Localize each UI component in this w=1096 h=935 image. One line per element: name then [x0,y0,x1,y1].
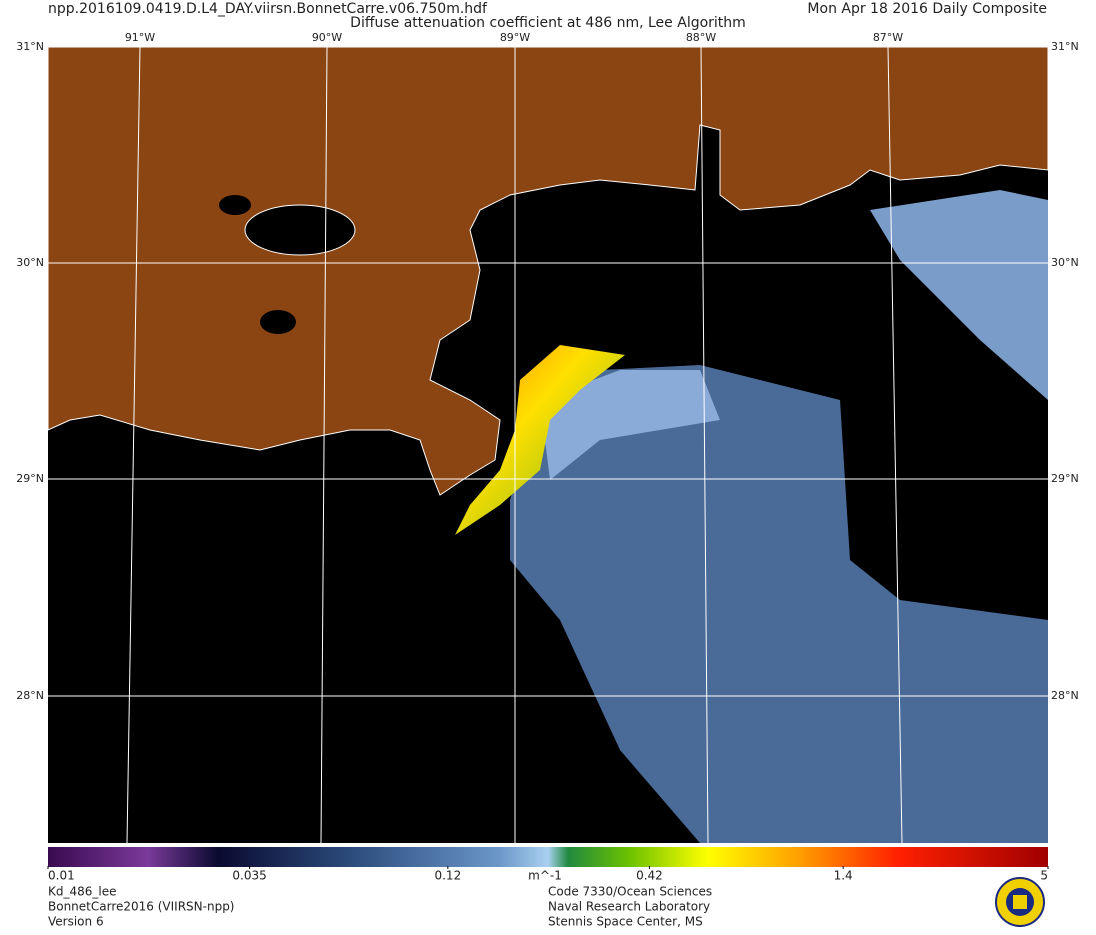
colorbar-tick-label: 0.035 [232,869,266,883]
plume-offshore [510,365,1048,843]
footer-left: Kd_486_lee [48,885,117,899]
land [47,46,1049,496]
colorbar-tick-label: 0.12 [434,869,461,883]
lake [244,204,356,256]
lon-label: 90°W [312,31,342,44]
colorbar-tick-label: 0.42 [636,869,663,883]
lat-label: 30°N [16,256,44,269]
lat-label: 31°N [16,40,44,53]
lon-line [126,46,141,844]
plume-turbid [455,345,625,535]
footer-center: Stennis Space Center, MS [548,915,703,929]
map-title: Diffuse attenuation coefficient at 486 n… [350,15,746,31]
lon-line [320,46,328,844]
footer-left: Version 6 [48,915,104,929]
lon-label: 89°W [500,31,530,44]
colorbar [48,847,1048,867]
lon-line [887,46,903,844]
plume-nearshore [540,370,720,480]
colorbar-tick-label: 0.01 [48,869,75,883]
nrl-logo [995,877,1045,927]
file-name: npp.2016109.0419.D.L4_DAY.viirsn.BonnetC… [48,1,488,17]
footer-center: Code 7330/Ocean Sciences [548,885,712,899]
lat-label: 31°N [1051,40,1079,53]
lake [260,310,296,334]
lat-label: 28°N [16,689,44,702]
date-label: Mon Apr 18 2016 Daily Composite [807,1,1047,17]
colorbar-ticks: 0.01 0.035 0.12 0.42 1.4 5 [47,866,1049,883]
lon-label: 87°W [873,31,903,44]
colorbar-tick-label: 1.4 [834,869,853,883]
lon-label: 88°W [686,31,716,44]
plume-east [870,190,1048,400]
lat-label: 28°N [1051,689,1079,702]
graticule [48,46,1048,844]
footer-left: BonnetCarre2016 (VIIRSN-npp) [48,900,235,914]
lat-label: 29°N [16,472,44,485]
lon-line [700,46,709,844]
colorbar-unit: m^-1 [528,869,562,883]
lat-label: 30°N [1051,256,1079,269]
colorbar-tick-label: 5 [1040,869,1048,883]
lat-label: 29°N [1051,472,1079,485]
footer-center: Naval Research Laboratory [548,900,710,914]
lake [219,195,251,215]
lon-label: 91°W [125,31,155,44]
map-area [47,46,1049,844]
